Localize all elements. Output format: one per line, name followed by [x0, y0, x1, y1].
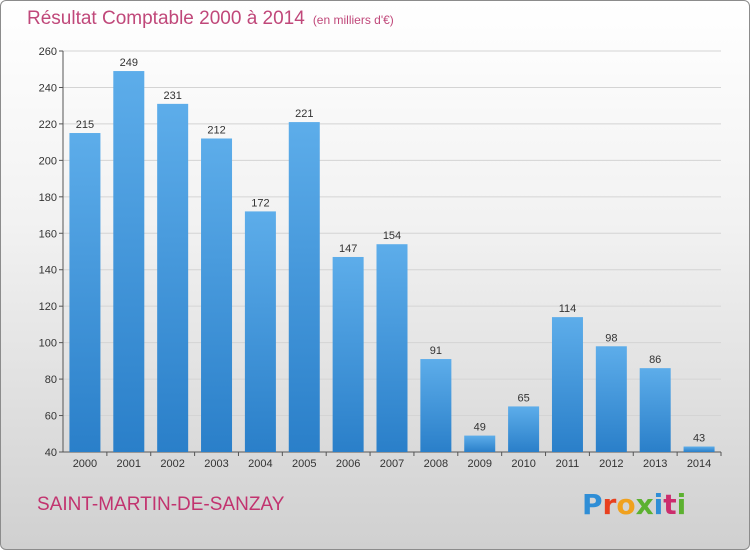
logo-letter: P — [582, 488, 603, 521]
x-tick-label-2000: 2000 — [73, 458, 97, 470]
commune-name: SAINT-MARTIN-DE-SANZAY — [37, 494, 285, 515]
x-tick-label-2006: 2006 — [336, 458, 360, 470]
value-label-2007: 154 — [383, 230, 401, 242]
x-tick-label-2004: 2004 — [248, 458, 272, 470]
x-tick-label-2009: 2009 — [467, 458, 491, 470]
bar-2000 — [69, 133, 101, 453]
logo-letter: i — [676, 488, 687, 521]
y-tick-label: 200 — [39, 155, 57, 167]
value-label-2003: 212 — [207, 124, 225, 136]
bar-2001 — [113, 71, 145, 453]
x-tick-label-2010: 2010 — [511, 458, 535, 470]
bar-2004 — [244, 211, 276, 452]
value-label-2012: 98 — [605, 332, 617, 344]
chart-title: Résultat Comptable 2000 à 2014 (en millie… — [27, 8, 394, 30]
value-label-2004: 172 — [251, 197, 269, 209]
y-tick-label: 240 — [39, 82, 57, 94]
x-tick-label-2002: 2002 — [160, 458, 184, 470]
bar-2013 — [639, 368, 671, 452]
x-tick-label-2007: 2007 — [380, 458, 404, 470]
logo-letter: t — [663, 488, 677, 521]
bar-2012 — [595, 346, 627, 452]
bar-2006 — [332, 256, 364, 452]
bar-2009 — [464, 435, 496, 452]
logo-letter: x — [635, 488, 654, 521]
bar-2007 — [376, 244, 408, 452]
title-unit: (en milliers d'€) — [312, 13, 394, 27]
y-tick-label: 140 — [39, 265, 57, 277]
y-tick-label: 40 — [45, 447, 57, 459]
bar-2014 — [683, 446, 715, 452]
value-label-2000: 215 — [76, 119, 94, 131]
y-tick-label: 80 — [45, 374, 57, 386]
x-tick-label-2011: 2011 — [556, 458, 580, 470]
logo-letter: o — [616, 488, 636, 521]
value-label-2001: 249 — [120, 57, 138, 69]
y-tick-label: 60 — [45, 411, 57, 423]
y-tick-label: 180 — [39, 192, 57, 204]
x-tick-label-2005: 2005 — [292, 458, 316, 470]
bar-2002 — [157, 103, 189, 452]
labels: 40 60 80 100 120 140 160 180 200 220 240 260 215 2000… — [39, 46, 712, 470]
y-tick-label: 120 — [39, 301, 57, 313]
proxiti-logo: Proxiti — [582, 488, 686, 521]
value-label-2005: 221 — [295, 108, 313, 120]
y-tick-label: 260 — [39, 46, 57, 58]
value-label-2013: 86 — [649, 354, 661, 366]
bar-2005 — [288, 122, 320, 452]
value-label-2014: 43 — [693, 433, 705, 445]
bar-2010 — [508, 406, 540, 452]
bars — [69, 71, 715, 453]
value-label-2009: 49 — [474, 422, 486, 434]
bar-2003 — [201, 138, 233, 452]
bar-2011 — [551, 317, 583, 452]
value-label-2006: 147 — [339, 243, 357, 255]
value-label-2010: 65 — [517, 392, 529, 404]
logo-letter: r — [602, 488, 617, 521]
y-tick-label: 160 — [39, 228, 57, 240]
logo-letter: i — [653, 488, 664, 521]
x-tick-label-2014: 2014 — [687, 458, 711, 470]
bar-2008 — [420, 359, 452, 452]
x-tick-label-2003: 2003 — [204, 458, 228, 470]
y-tick-label: 100 — [39, 338, 57, 350]
y-tick-label: 220 — [39, 119, 57, 131]
value-label-2011: 114 — [559, 303, 577, 315]
value-label-2002: 231 — [163, 90, 181, 102]
value-label-2008: 91 — [430, 345, 442, 357]
x-tick-label-2008: 2008 — [424, 458, 448, 470]
x-tick-label-2013: 2013 — [643, 458, 667, 470]
title-text: Résultat Comptable 2000 à 2014 — [27, 8, 305, 29]
x-tick-label-2012: 2012 — [599, 458, 623, 470]
x-tick-label-2001: 2001 — [117, 458, 141, 470]
